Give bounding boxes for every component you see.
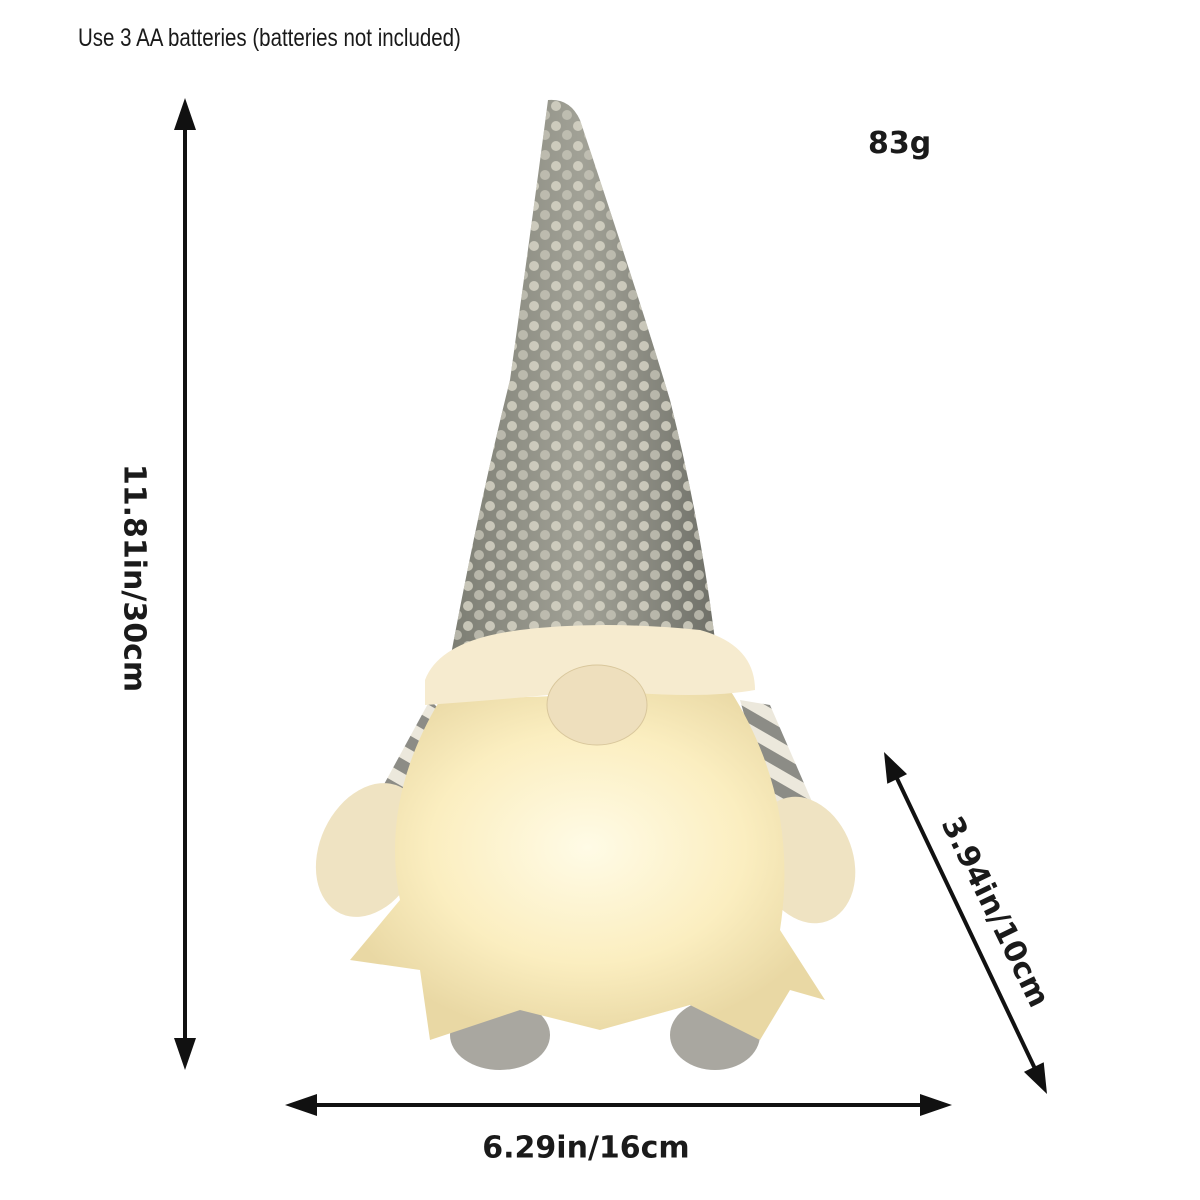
width-arrow (285, 1094, 952, 1116)
weight-label: 83g (868, 126, 932, 161)
height-label: 11.81in/30cm (116, 463, 152, 693)
glowing-beard (350, 690, 825, 1040)
depth-arrow (884, 752, 1047, 1094)
width-label: 6.29in/16cm (482, 1130, 690, 1166)
battery-note: Use 3 AA batteries (batteries not includ… (78, 24, 461, 52)
height-arrow (174, 98, 196, 1070)
nose (546, 664, 648, 746)
